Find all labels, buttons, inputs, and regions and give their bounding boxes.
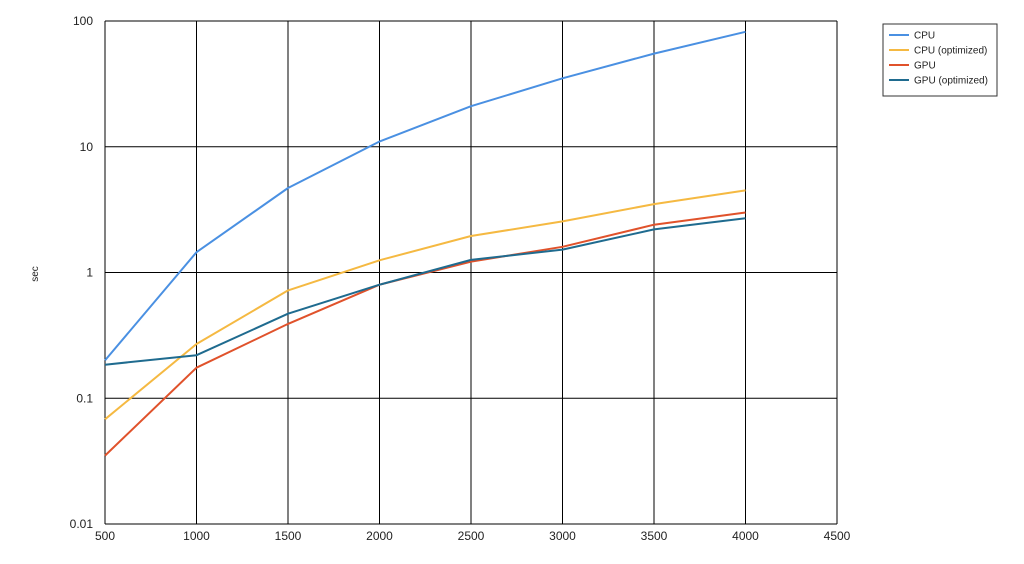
grid-lines	[104, 20, 838, 525]
x-tick-label: 2500	[458, 529, 485, 543]
series-lines	[104, 30, 746, 457]
x-tick-label: 500	[95, 529, 115, 543]
y-tick-label: 1	[86, 266, 93, 280]
x-tick-label: 4000	[732, 529, 759, 543]
legend-label: CPU (optimized)	[914, 46, 987, 57]
legend-label: CPU	[914, 31, 935, 42]
x-tick-label: 4500	[824, 529, 851, 543]
x-tick-label: 1500	[275, 529, 302, 543]
y-tick-label: 0.1	[76, 391, 93, 405]
series-line-gpu-optimized	[104, 217, 746, 366]
x-tick-label: 2000	[366, 529, 393, 543]
legend: CPU CPU (optimized) GPU GPU (optimized)	[882, 23, 998, 97]
y-tick-label: 10	[80, 140, 94, 154]
x-tick-label: 3500	[641, 529, 668, 543]
legend-label: GPU	[914, 61, 936, 72]
x-tick-label: 1000	[183, 529, 210, 543]
legend-label: GPU (optimized)	[914, 76, 988, 87]
y-axis-tick-labels: 0.01 0.1 1 10 100	[70, 14, 94, 531]
series-line-cpu-optimized	[104, 189, 746, 421]
y-tick-label: 0.01	[70, 517, 94, 531]
y-axis-label: sec	[30, 266, 41, 282]
x-tick-label: 3000	[549, 529, 576, 543]
x-axis-tick-labels: 500 1000 1500 2000 2500 3000 3500 4000 4500	[95, 529, 851, 543]
y-tick-label: 100	[73, 14, 93, 28]
series-line-cpu	[104, 30, 746, 362]
